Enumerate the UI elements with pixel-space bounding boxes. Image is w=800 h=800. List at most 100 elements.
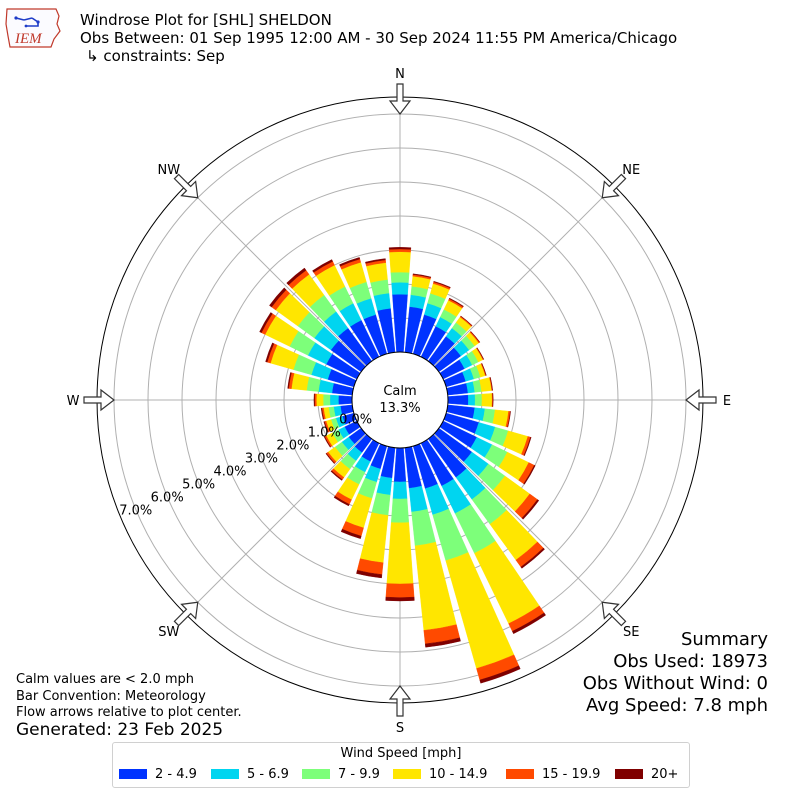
grid-spoke [185,185,367,367]
wind-bar-segment [481,363,487,376]
wind-bar-segment [325,452,336,464]
radial-tick-label: 4.0% [213,464,246,479]
radial-tick-label: 7.0% [119,503,152,518]
constraints-text: ↳ constraints: Sep [86,47,225,65]
radial-tick-label: 1.0% [308,425,341,440]
wind-bar-segment [286,267,307,286]
compass-label: SE [623,625,639,640]
wind-bar-segment [330,470,343,481]
flow-arrows-note: Flow arrows relative to plot center. [16,705,242,720]
legend-label: 10 - 14.9 [429,767,488,782]
flow-arrow-icon [173,601,199,627]
legend-item: 2 - 4.9 [119,767,197,783]
wind-bar-segment [316,393,324,407]
wind-bar-segment [389,251,411,273]
flow-arrow [388,83,412,115]
flow-arrow-icon [388,685,412,717]
legend-item: 10 - 14.9 [393,767,487,783]
radial-tick-label: 2.0% [276,438,309,453]
wind-bar-segment [385,596,415,602]
direction-arrows [83,83,717,717]
legend-swatch [615,768,643,779]
wind-bar-segment [291,373,310,391]
flow-arrow [173,601,199,627]
flow-arrow [685,388,717,412]
wind-bar-segment [523,464,536,485]
wind-bar-segment [391,498,409,524]
wind-bar-segment [388,248,412,253]
wind-bar-segment [312,259,333,273]
legend-swatch [211,768,239,779]
wind-bar-segment [365,258,386,264]
compass-label: E [723,394,731,409]
summary-title: Summary [681,629,768,650]
radial-tick-label: 3.0% [245,451,278,466]
compass-label: S [396,721,404,736]
wind-bar-segment [339,257,361,267]
legend-swatch [506,768,534,779]
calm-label: Calm [383,384,416,399]
wind-bar-segment [520,547,545,569]
compass-label: NE [622,163,640,178]
radial-tick-label: 6.0% [151,490,184,505]
wind-bar-segment [448,297,464,308]
wind-bar-segment [507,411,511,428]
flow-arrow-icon [601,173,627,199]
flow-arrow-icon [173,173,199,199]
iem-logo-icon: IEM [5,8,61,48]
wind-bar-segment [306,376,321,392]
legend: Wind Speed [mph] 2 - 4.9 5 - 6.9 7 - 9.9… [112,742,690,788]
wind-bar-segment [492,393,494,407]
flow-arrow-icon [601,601,627,627]
wind-bar-segment [366,262,388,283]
wind-bar-segment [338,395,353,405]
wind-bar-segment [512,612,546,634]
wind-bar-segment [412,273,432,278]
calm-definition: Calm values are < 2.0 mph [16,672,195,687]
wind-bar-segment [323,436,331,448]
wind-bar-segment [340,528,362,539]
wind-bars [259,247,546,684]
windrose-chart: N NE E SE S SW W NW 0.0%1.0%2.0%3.0%4.0%5.0%6.0%… [67,67,732,736]
flow-arrow-icon [388,83,412,115]
wind-bar-segment [460,315,473,327]
compass-label: N [395,67,405,82]
flow-arrow [173,173,199,199]
wind-bar-segment [265,342,275,363]
chart-title: Windrose Plot for [SHL] SHELDON [80,11,332,29]
wind-bar-segment [259,312,273,333]
summary-obs-without-wind: Obs Without Wind: 0 [582,673,768,694]
compass-label: NW [157,163,180,178]
wind-bar-segment [333,495,350,507]
compass-label: W [67,394,80,409]
grid-spoke [433,185,615,367]
wind-bar-segment [356,569,383,579]
legend-label: 7 - 9.9 [338,767,380,782]
legend-swatch [393,768,421,779]
bar-convention: Bar Convention: Meteorology [16,689,206,704]
summary-obs-used: Obs Used: 18973 [613,651,768,672]
wind-bar-segment [386,522,414,585]
wind-bar-segment [269,287,287,308]
wind-bar-segment [391,282,409,295]
chart-subtitle: Obs Between: 01 Sep 1995 12:00 AM - 30 S… [80,29,678,47]
calm-value: 13.3% [379,401,420,416]
legend-swatch [302,768,330,779]
wind-bar-segment [433,280,451,289]
wind-bar-segment [329,394,339,406]
legend-label: 20+ [651,767,679,782]
wind-bar-segment [479,665,521,684]
radial-tick-label: 0.0% [339,412,372,427]
summary-avg-speed: Avg Speed: 7.8 mph [586,695,768,716]
wind-bar-segment [287,372,292,389]
wind-bar-segment [523,436,532,456]
wind-bar-segment [474,393,483,407]
iem-logo-text: IEM [14,31,43,47]
legend-item: 7 - 9.9 [302,767,380,783]
wind-bar-segment [411,508,436,547]
flow-arrow [601,601,627,627]
wind-bar-segment [447,394,469,406]
wind-bar-segment [393,447,407,483]
radial-tick-label: 5.0% [182,477,215,492]
flow-arrow [601,173,627,199]
